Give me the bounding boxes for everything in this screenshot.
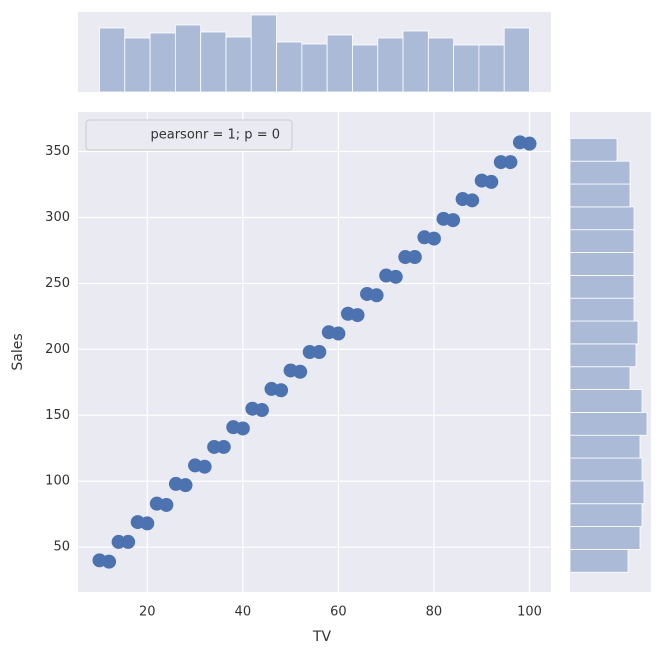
y-tick-label: 50 <box>53 540 70 555</box>
hist-bar <box>569 548 629 573</box>
hist-bar <box>569 206 635 231</box>
hist-bar <box>569 389 643 413</box>
y-tick-label: 300 <box>45 210 70 225</box>
point <box>465 193 480 208</box>
hist-bar <box>569 411 648 436</box>
point <box>178 478 193 493</box>
y-axis-label: Sales <box>10 333 26 370</box>
point <box>484 174 499 189</box>
point <box>350 308 365 323</box>
point <box>140 516 155 531</box>
point <box>522 136 537 151</box>
hist-bar <box>569 274 635 299</box>
point <box>235 421 250 436</box>
y-tick-label: 100 <box>45 474 70 489</box>
point <box>312 345 327 359</box>
y-tick-label: 200 <box>45 342 70 357</box>
hist-bar <box>402 30 429 93</box>
point <box>274 383 289 398</box>
x-tick-label: 20 <box>139 605 156 620</box>
point <box>159 497 174 512</box>
legend-text: pearsonr = 1; p = 0 <box>151 128 281 143</box>
hist-bar <box>174 24 202 93</box>
point <box>102 554 117 569</box>
point <box>407 250 422 265</box>
hist-bar <box>569 229 635 253</box>
point <box>388 269 403 284</box>
point <box>331 326 346 341</box>
point <box>254 403 269 418</box>
hist-bar <box>427 37 455 93</box>
hist-bar <box>569 252 635 276</box>
y-tick-label: 150 <box>45 408 70 423</box>
hist-bar <box>569 297 635 322</box>
hist-bar <box>276 41 303 93</box>
hist-bar <box>569 457 643 482</box>
hist-bar <box>569 137 618 162</box>
hist-bar <box>569 434 641 459</box>
x-tick-label: 60 <box>330 605 347 620</box>
hist-bar <box>569 343 637 368</box>
legend-box <box>85 119 293 151</box>
y-tick-label: 250 <box>45 276 70 291</box>
hist-bar <box>478 44 505 93</box>
hist-bar <box>352 44 379 93</box>
hist-bar <box>569 160 631 185</box>
hist-bar <box>326 34 353 93</box>
hist-bar <box>225 36 252 93</box>
hist-bar <box>200 31 227 93</box>
x-tick-label: 40 <box>235 605 252 620</box>
hist-bar <box>569 503 643 527</box>
hist-bar <box>377 37 404 93</box>
y-tick-label: 350 <box>45 144 70 159</box>
point <box>293 364 308 379</box>
point <box>446 213 461 228</box>
point <box>197 459 212 474</box>
top-panel <box>78 12 551 92</box>
hist-bar <box>99 27 126 93</box>
point <box>121 534 136 549</box>
hist-bar <box>124 37 151 93</box>
hist-bar <box>569 480 645 505</box>
hist-bar <box>569 526 641 550</box>
right-panel <box>570 112 651 592</box>
hist-bar <box>569 320 639 345</box>
hist-bar <box>149 32 176 93</box>
x-axis-label: TV <box>312 629 332 645</box>
point <box>503 155 518 170</box>
hist-bar <box>569 183 631 208</box>
x-tick-label: 80 <box>426 605 443 620</box>
hist-bar <box>301 43 328 93</box>
hist-bar <box>569 366 631 390</box>
point <box>426 231 441 246</box>
point <box>369 288 384 303</box>
point <box>216 439 231 454</box>
x-tick-label: 100 <box>517 605 542 620</box>
hist-bar <box>503 27 530 93</box>
hist-bar <box>250 14 277 93</box>
hist-bar <box>453 44 480 93</box>
